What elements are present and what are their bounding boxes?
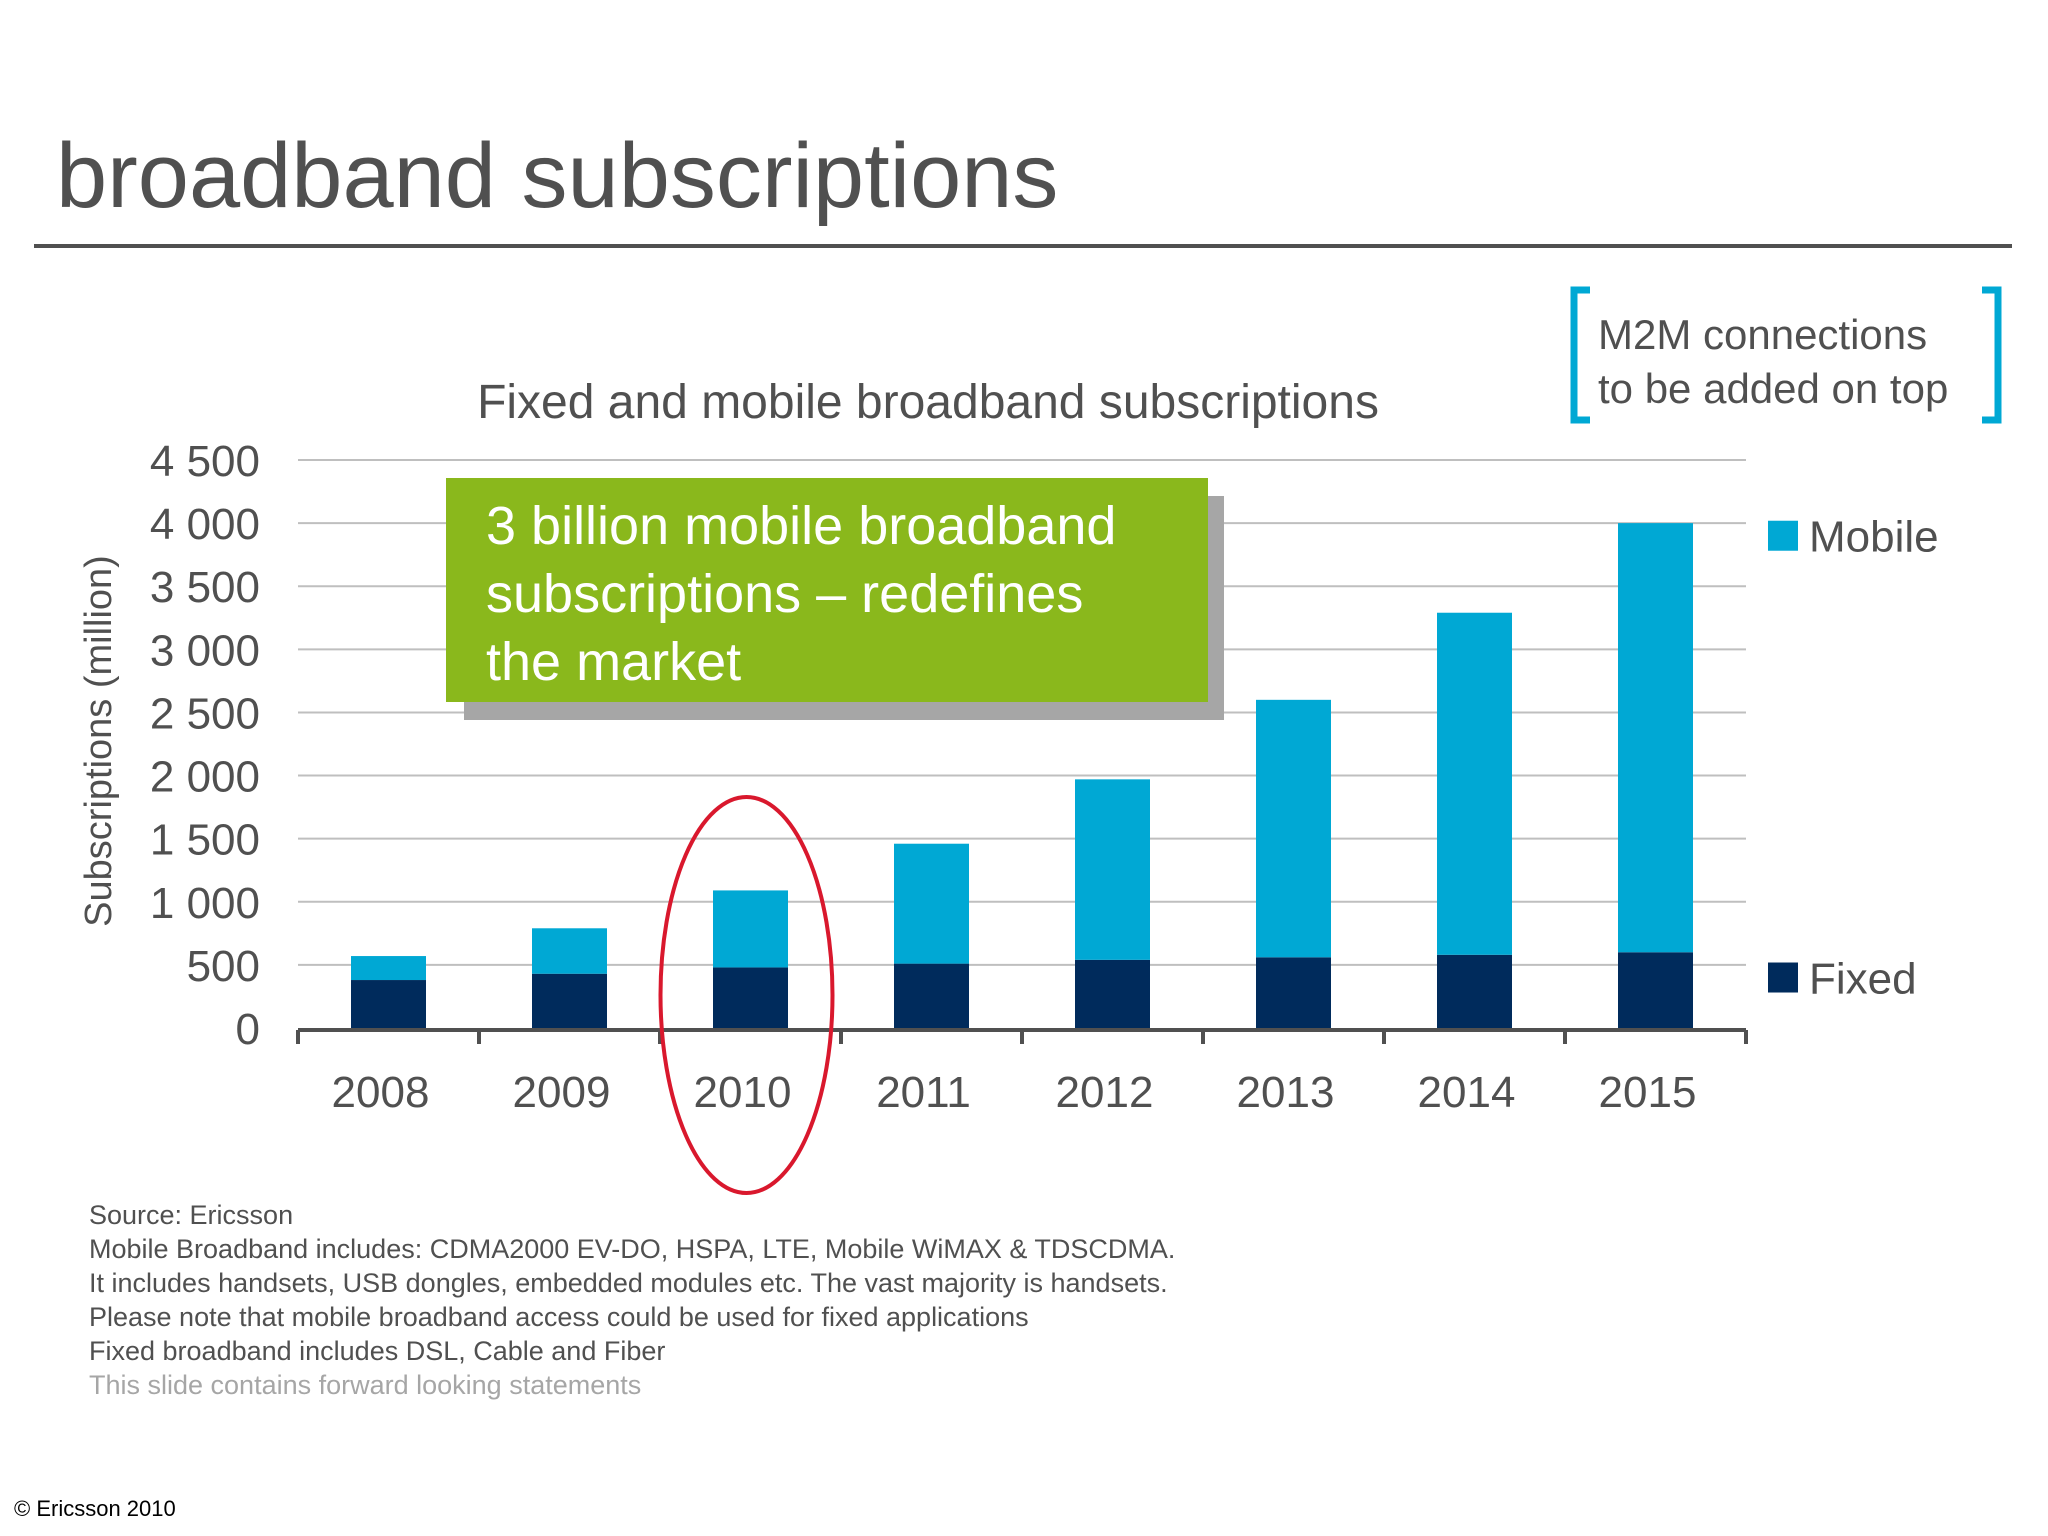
- callout-line: the market: [486, 632, 742, 692]
- footnote-line: Mobile Broadband includes: CDMA2000 EV-D…: [89, 1234, 1176, 1264]
- m2m-line: M2M connections: [1598, 311, 1928, 358]
- x-tick-label: 2015: [1599, 1068, 1697, 1117]
- y-tick-label: 3 500: [150, 563, 260, 612]
- highlight-ellipse-2010: [658, 795, 835, 1195]
- x-tick-label: 2014: [1418, 1068, 1516, 1117]
- x-tick-label: 2008: [332, 1068, 430, 1117]
- m2m-note: M2M connections to be added on top: [1598, 308, 1998, 416]
- x-tick-label: 2009: [513, 1068, 611, 1117]
- bar-mobile-2013: [1256, 699, 1331, 958]
- legend-swatch-fixed: [1768, 962, 1798, 993]
- legend: Mobile Fixed: [1768, 513, 1939, 1004]
- bar-mobile-2008: [351, 956, 426, 981]
- x-tick-label: 2012: [1056, 1068, 1154, 1117]
- y-axis-label: Subscriptions (million): [78, 555, 120, 927]
- y-tick-label: 3 000: [150, 626, 260, 675]
- x-tick-label: 2013: [1237, 1068, 1335, 1117]
- legend-swatch-mobile: [1768, 520, 1798, 551]
- title-divider: [34, 244, 2012, 248]
- bar-fixed-2011: [894, 963, 969, 1028]
- y-tick-label: 4 500: [150, 437, 260, 486]
- mobile-broadband-callout: 3 billion mobile broadband subscriptions…: [446, 478, 1208, 702]
- footnote-line: Fixed broadband includes DSL, Cable and …: [89, 1336, 666, 1366]
- y-tick-label: 2 000: [150, 753, 260, 802]
- bar-fixed-2012: [1075, 959, 1150, 1028]
- bars: [351, 523, 1693, 1028]
- copyright: © Ericsson 2010: [14, 1496, 176, 1521]
- bar-mobile-2014: [1437, 612, 1512, 955]
- x-tick-label: 2010: [694, 1068, 792, 1117]
- x-tick-labels: 2008 2009 2010 2011 2012 2013 2014 2015: [332, 1068, 1697, 1117]
- chart-title: Fixed and mobile broadband subscriptions: [477, 376, 1379, 429]
- disclaimer: This slide contains forward looking stat…: [89, 1370, 642, 1400]
- footnote-line: It includes handsets, USB dongles, embed…: [89, 1268, 1168, 1298]
- y-tick-label: 500: [187, 942, 260, 991]
- footnote-line: Please note that mobile broadband access…: [89, 1302, 1029, 1332]
- y-tick-label: 4 000: [150, 500, 260, 549]
- bar-fixed-2008: [351, 980, 426, 1028]
- footnotes: Source: Ericsson Mobile Broadband includ…: [89, 1198, 1175, 1402]
- callout-line: 3 billion mobile broadband: [486, 496, 1117, 556]
- m2m-line: to be added on top: [1598, 365, 1949, 412]
- callout-line: subscriptions – redefines: [486, 564, 1084, 624]
- bar-fixed-2009: [532, 973, 607, 1028]
- bar-mobile-2010: [713, 890, 788, 968]
- slide-title: broadband subscriptions: [56, 125, 1059, 227]
- bar-mobile-2009: [532, 928, 607, 974]
- footnote-source: Source: Ericsson: [89, 1200, 294, 1230]
- y-tick-label: 1 500: [150, 816, 260, 865]
- legend-label-fixed: Fixed: [1809, 955, 1917, 1004]
- y-tick-label: 0: [236, 1005, 260, 1054]
- bar-mobile-2015: [1618, 523, 1693, 953]
- m2m-bracket: [1570, 286, 2002, 424]
- y-tick-label: 2 500: [150, 689, 260, 738]
- bar-fixed-2010: [713, 967, 788, 1028]
- y-tick-label: 1 000: [150, 879, 260, 928]
- bar-mobile-2012: [1075, 779, 1150, 960]
- bar-fixed-2013: [1256, 957, 1331, 1028]
- bar-fixed-2014: [1437, 954, 1512, 1028]
- legend-label-mobile: Mobile: [1809, 513, 1939, 562]
- bar-fixed-2015: [1618, 952, 1693, 1028]
- bar-mobile-2011: [894, 843, 969, 964]
- y-tick-labels: 0 500 1 000 1 500 2 000 2 500 3 000 3 500 4 000 4…: [150, 437, 260, 1054]
- x-tick-label: 2011: [876, 1068, 971, 1117]
- x-axis: [296, 1028, 1748, 1044]
